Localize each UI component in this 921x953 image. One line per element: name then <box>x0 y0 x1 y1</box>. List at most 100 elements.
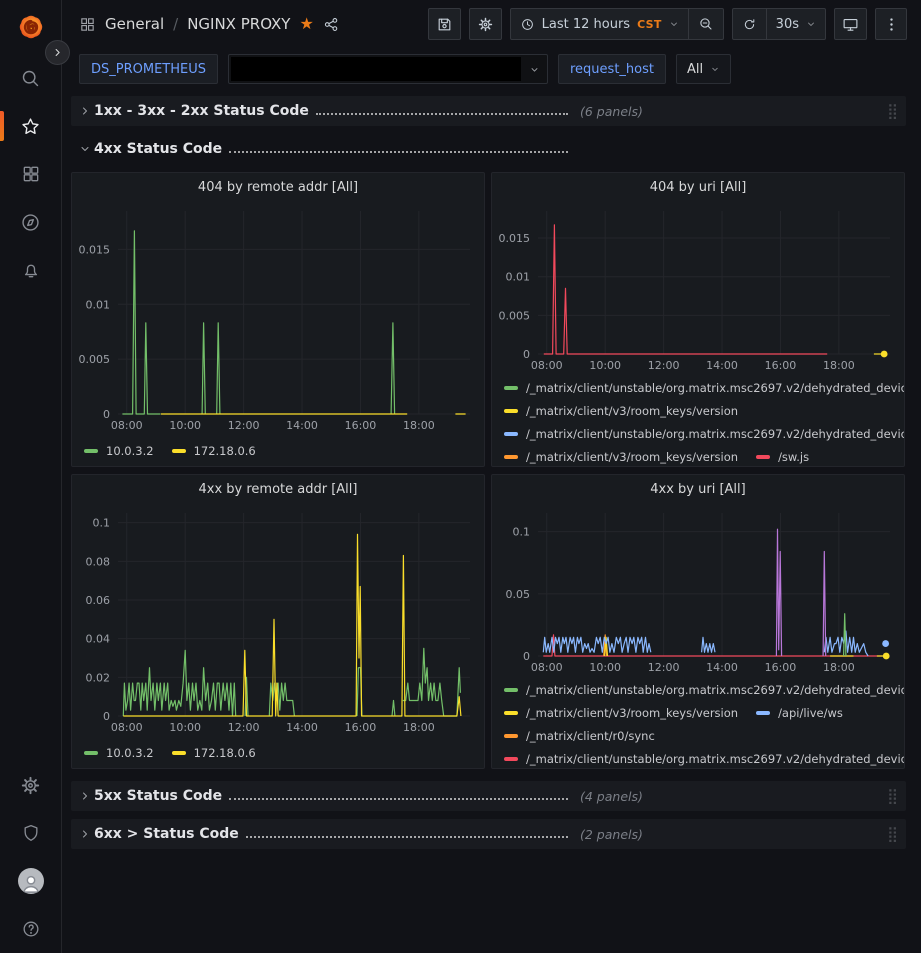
row-header-4xx[interactable]: 4xx Status Code <box>71 134 906 164</box>
row-header-1xx-3xx-2xx[interactable]: 1xx - 3xx - 2xx Status Code (6 panels) ⣿ <box>71 96 906 126</box>
svg-text:18:00: 18:00 <box>403 419 435 432</box>
refresh-interval-label: 30s <box>775 16 799 32</box>
legend-item[interactable]: /_matrix/client/unstable/org.matrix.msc2… <box>504 752 904 766</box>
panel-legend: 10.0.3.2 172.18.0.6 <box>72 436 484 466</box>
panel-title[interactable]: 4xx by uri [All] <box>650 481 746 497</box>
legend-item[interactable]: /_matrix/client/unstable/org.matrix.msc2… <box>504 683 904 697</box>
svg-text:08:00: 08:00 <box>111 419 143 432</box>
variable-select-request-host[interactable]: All <box>675 54 732 84</box>
sidebar-item-server-admin[interactable] <box>0 809 62 857</box>
breadcrumb-folder[interactable]: General <box>105 15 165 33</box>
legend-item[interactable]: 10.0.3.2 <box>84 444 154 458</box>
legend-swatch <box>84 449 98 453</box>
panel-legend: /_matrix/client/unstable/org.matrix.msc2… <box>492 376 904 466</box>
chart-4xx-by-remote-addr[interactable]: 0 0.02 0.04 0.06 0.08 0.1 08:00 10:00 12:00 14:00… <box>72 503 484 738</box>
legend-item[interactable]: 172.18.0.6 <box>171 746 256 760</box>
svg-text:16:00: 16:00 <box>345 419 377 432</box>
legend-item[interactable]: 10.0.3.2 <box>84 746 154 760</box>
legend-row: /_matrix/client/unstable/org.matrix.msc2… <box>504 422 904 445</box>
sidebar-item-help[interactable] <box>0 905 62 953</box>
sidebar-item-starred[interactable] <box>0 102 62 150</box>
legend-item[interactable]: /_matrix/client/v3/room_keys/version <box>504 450 738 464</box>
sidebar-item-configuration[interactable] <box>0 761 62 809</box>
time-range-picker[interactable]: Last 12 hours CST <box>511 9 688 39</box>
monitor-icon <box>843 18 858 31</box>
cycle-view-mode-button[interactable] <box>834 8 867 40</box>
legend-label: /sw.js <box>778 449 810 464</box>
chart-404-by-remote-addr[interactable]: 0 0.005 0.01 0.015 08:00 10:00 12:00 14:00 16:00… <box>72 201 484 436</box>
row-header-5xx[interactable]: 5xx Status Code (4 panels) ⣿ <box>71 781 906 811</box>
refresh-button[interactable] <box>733 9 766 39</box>
clock-icon <box>521 18 533 30</box>
more-options-button[interactable] <box>875 8 907 40</box>
variable-label-request-host[interactable]: request_host <box>558 54 666 84</box>
chart-canvas[interactable]: 0 0.005 0.01 0.015 08:00 10:00 12:00 14:00 16:00… <box>72 201 484 436</box>
page-title[interactable]: NGINX PROXY <box>187 15 291 33</box>
legend-swatch <box>84 751 98 755</box>
variable-select-ds-prometheus[interactable] <box>228 54 548 84</box>
chart-4xx-by-uri[interactable]: 0 0.05 0.1 08:00 10:00 12:00 14:00 16:00 18:00 <box>492 503 904 678</box>
legend-label: /api/live/ws <box>778 705 843 720</box>
legend-item[interactable]: /_matrix/client/v3/room_keys/version <box>504 706 738 720</box>
panel-title[interactable]: 404 by remote addr [All] <box>197 179 359 195</box>
legend-item[interactable]: /api/live/ws <box>756 706 843 720</box>
sidebar-item-dashboards[interactable] <box>0 150 62 198</box>
svg-text:10:00: 10:00 <box>169 419 201 432</box>
legend-swatch <box>504 385 518 390</box>
favorite-star-icon[interactable]: ★ <box>299 14 314 33</box>
save-dashboard-button[interactable] <box>427 8 461 40</box>
panel-title[interactable]: 4xx by remote addr [All] <box>198 481 358 497</box>
svg-text:18:00: 18:00 <box>403 721 435 734</box>
panel-title[interactable]: 404 by uri [All] <box>649 179 747 195</box>
row-drag-handle[interactable]: ⣿ <box>887 824 898 843</box>
svg-text:0.08: 0.08 <box>86 555 111 568</box>
share-icon[interactable] <box>323 16 340 33</box>
chart-canvas[interactable]: 0 0.02 0.04 0.06 0.08 0.1 08:00 10:00 12:00 14:00… <box>72 503 484 738</box>
svg-text:12:00: 12:00 <box>228 419 260 432</box>
compass-icon <box>22 213 39 231</box>
variable-label-ds-prometheus[interactable]: DS_PROMETHEUS <box>79 54 218 84</box>
legend-swatch <box>504 408 518 413</box>
svg-text:0.02: 0.02 <box>86 671 111 684</box>
sidebar-item-alerting[interactable] <box>0 246 62 294</box>
svg-text:16:00: 16:00 <box>765 359 797 372</box>
sidebar-item-search[interactable] <box>0 54 62 102</box>
legend-item[interactable]: /sw.js <box>756 450 809 464</box>
sidebar-item-profile[interactable] <box>0 857 62 905</box>
legend-item[interactable]: /_matrix/client/r0/sync <box>504 729 655 743</box>
breadcrumb-separator: / <box>173 15 179 33</box>
timezone-label: CST <box>637 17 662 31</box>
svg-text:0.05: 0.05 <box>506 588 531 601</box>
time-range-label: Last 12 hours <box>541 16 631 32</box>
active-indicator <box>0 111 4 141</box>
chart-canvas[interactable]: 0 0.005 0.01 0.015 08:00 10:00 12:00 14:00 16:00… <box>492 201 904 376</box>
sidebar-expand-button[interactable] <box>45 40 70 65</box>
row-title: 5xx Status Code <box>94 788 223 804</box>
legend-item[interactable]: /_matrix/client/unstable/org.matrix.msc2… <box>504 427 904 441</box>
legend-label: /_matrix/client/v3/room_keys/version <box>526 705 739 720</box>
legend-label: 172.18.0.6 <box>193 444 256 458</box>
row-title-group: 4xx Status Code <box>94 141 570 157</box>
svg-text:08:00: 08:00 <box>531 359 563 372</box>
svg-text:10:00: 10:00 <box>169 721 201 734</box>
grafana-logo[interactable] <box>0 0 62 54</box>
svg-text:0: 0 <box>103 710 110 723</box>
refresh-interval-picker[interactable]: 30s <box>765 9 825 39</box>
svg-text:0.04: 0.04 <box>86 633 111 646</box>
svg-text:0: 0 <box>523 348 530 361</box>
chart-404-by-uri[interactable]: 0 0.005 0.01 0.015 08:00 10:00 12:00 14:00 16:00… <box>492 201 904 376</box>
svg-text:14:00: 14:00 <box>706 359 738 372</box>
legend-item[interactable]: 172.18.0.6 <box>171 444 256 458</box>
row-drag-handle[interactable]: ⣿ <box>887 786 898 805</box>
dashboard-settings-button[interactable] <box>468 8 502 40</box>
row-drag-handle[interactable]: ⣿ <box>887 101 898 120</box>
zoom-out-time-button[interactable] <box>687 9 723 39</box>
row-header-6xx[interactable]: 6xx > Status Code (2 panels) ⣿ <box>71 819 906 849</box>
legend-item[interactable]: /_matrix/client/unstable/org.matrix.msc2… <box>504 381 904 395</box>
chevron-down-icon <box>710 64 720 74</box>
sidebar-item-explore[interactable] <box>0 198 62 246</box>
legend-item[interactable]: /_matrix/client/v3/room_keys/version <box>504 404 738 418</box>
refresh-icon <box>744 18 754 29</box>
chart-canvas[interactable]: 0 0.05 0.1 08:00 10:00 12:00 14:00 16:00 18:00 <box>492 503 904 678</box>
dotted-leader <box>315 113 568 115</box>
